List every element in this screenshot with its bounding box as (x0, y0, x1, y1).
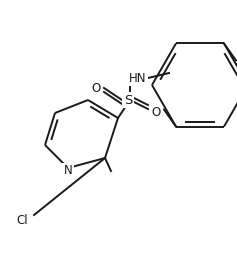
Text: S: S (124, 93, 132, 106)
Text: Cl: Cl (16, 214, 28, 227)
Text: N: N (64, 165, 72, 178)
Text: O: O (151, 105, 161, 119)
Text: O: O (91, 83, 101, 96)
Text: HN: HN (129, 71, 147, 85)
